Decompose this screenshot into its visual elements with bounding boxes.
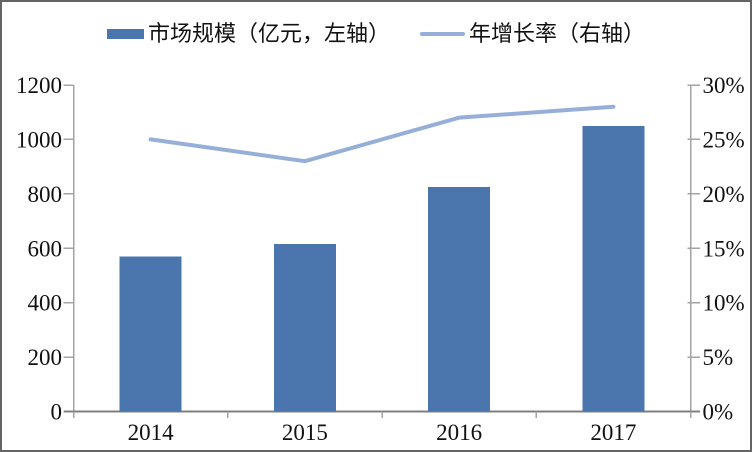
right-axis-tick-label: 30% xyxy=(703,73,745,98)
left-axis-tick-label: 0 xyxy=(51,400,63,425)
x-axis-category-label: 2014 xyxy=(128,420,175,445)
legend-item-market-size: 市场规模（亿元，左轴） xyxy=(106,19,390,48)
x-axis-category-label: 2016 xyxy=(436,420,482,445)
left-axis-tick-label: 400 xyxy=(28,291,63,316)
growth-rate-line xyxy=(148,104,616,164)
legend-label-growth-rate: 年增长率（右轴） xyxy=(469,21,646,46)
x-axis-category-label: 2017 xyxy=(590,420,636,445)
bar-2015 xyxy=(273,244,336,412)
right-axis-tick-label: 10% xyxy=(703,291,745,316)
bar-series-swatch xyxy=(106,28,144,39)
right-axis-tick-label: 25% xyxy=(703,127,745,152)
bar-2016 xyxy=(428,187,491,412)
right-axis-tick-label: 0% xyxy=(703,400,734,425)
left-axis-tick-label: 800 xyxy=(28,182,63,207)
right-axis-tick-label: 5% xyxy=(703,345,734,370)
left-axis-tick-label: 1200 xyxy=(16,73,62,98)
right-axis-tick-label: 15% xyxy=(703,236,745,261)
line-series-swatch xyxy=(420,31,465,36)
legend-item-growth-rate: 年增长率（右轴） xyxy=(420,19,645,48)
bar-2014 xyxy=(119,256,182,412)
left-axis-tick-label: 600 xyxy=(28,236,63,261)
x-axis-category-label: 2015 xyxy=(282,420,328,445)
left-axis-tick-label: 200 xyxy=(28,345,63,370)
left-axis-tick-label: 1000 xyxy=(16,127,62,152)
right-axis-tick-label: 20% xyxy=(703,182,745,207)
bar-2017 xyxy=(582,125,645,412)
legend-label-market-size: 市场规模（亿元，左轴） xyxy=(147,21,390,46)
legend: 市场规模（亿元，左轴） 年增长率（右轴） xyxy=(0,19,752,48)
